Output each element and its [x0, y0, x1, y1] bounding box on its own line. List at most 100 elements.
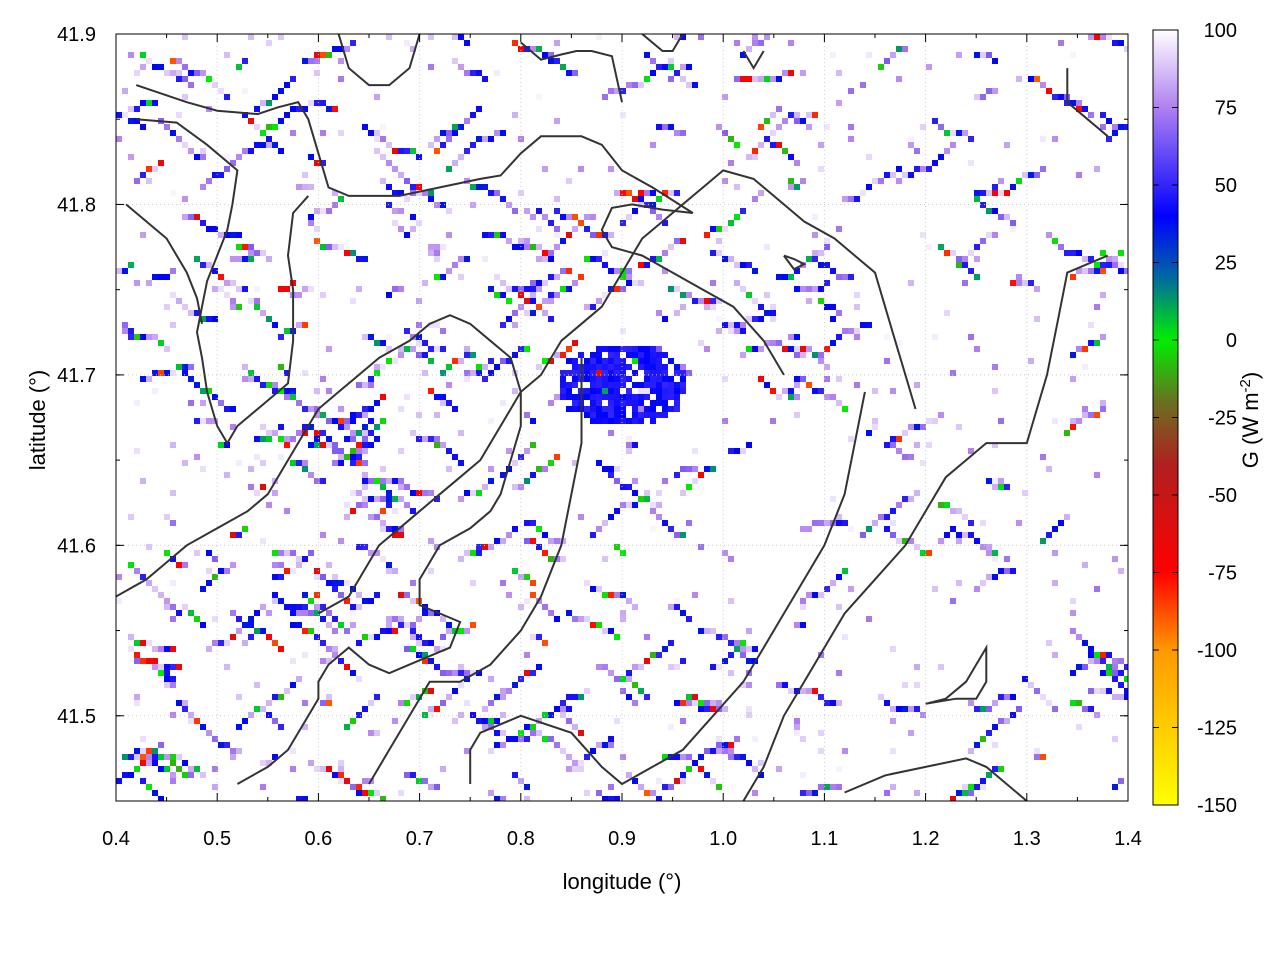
heatmap-cell [602, 418, 608, 424]
heatmap-cell [740, 286, 746, 292]
heatmap-cell [584, 256, 590, 262]
heatmap-cell [758, 316, 764, 322]
heatmap-cell [248, 256, 254, 262]
heatmap-cell [470, 370, 476, 376]
heatmap-cell [836, 574, 842, 580]
heatmap-cell [926, 244, 932, 250]
heatmap-cell [794, 718, 800, 724]
heatmap-cell [248, 250, 254, 256]
heatmap-cell [992, 190, 998, 196]
heatmap-cell [356, 454, 362, 460]
heatmap-cell [212, 316, 218, 322]
heatmap-cell [350, 508, 356, 514]
heatmap-cell [1028, 76, 1034, 82]
heatmap-cell [674, 238, 680, 244]
heatmap-cell [650, 652, 656, 658]
heatmap-cell [326, 208, 332, 214]
contour-line [641, 34, 684, 52]
heatmap-cell [794, 184, 800, 190]
heatmap-cell [566, 70, 572, 76]
heatmap-cell [590, 382, 596, 388]
heatmap-cell [398, 406, 404, 412]
heatmap-cell [242, 58, 248, 64]
heatmap-cell [272, 430, 278, 436]
heatmap-cell [638, 358, 644, 364]
heatmap-cell [530, 298, 536, 304]
heatmap-cell [656, 256, 662, 262]
heatmap-cell [338, 406, 344, 412]
heatmap-cell [698, 766, 704, 772]
heatmap-cell [638, 346, 644, 352]
heatmap-cell [176, 136, 182, 142]
heatmap-cell [338, 196, 344, 202]
heatmap-cell [734, 754, 740, 760]
heatmap-cell [200, 388, 206, 394]
heatmap-cell [836, 514, 842, 520]
heatmap-cell [212, 286, 218, 292]
heatmap-cell [332, 106, 338, 112]
heatmap-cell [458, 628, 464, 634]
heatmap-cell [176, 754, 182, 760]
heatmap-cell [314, 208, 320, 214]
heatmap-cell [344, 46, 350, 52]
heatmap-cell [278, 724, 284, 730]
heatmap-cell [728, 220, 734, 226]
heatmap-cell [776, 274, 782, 280]
heatmap-cell [938, 502, 944, 508]
heatmap-cell [422, 190, 428, 196]
heatmap-cell [380, 478, 386, 484]
heatmap-cell [884, 442, 890, 448]
heatmap-cell [650, 400, 656, 406]
heatmap-cell [350, 436, 356, 442]
heatmap-cell [176, 112, 182, 118]
heatmap-cell [728, 748, 734, 754]
heatmap-cell [1124, 46, 1128, 52]
heatmap-cell [452, 406, 458, 412]
heatmap-cell [1076, 346, 1082, 352]
heatmap-cell [644, 634, 650, 640]
heatmap-cell [560, 394, 566, 400]
heatmap-cell [320, 160, 326, 166]
heatmap-cell [1076, 664, 1082, 670]
heatmap-cell [656, 364, 662, 370]
heatmap-cell [482, 232, 488, 238]
heatmap-cell [590, 376, 596, 382]
heatmap-cell [566, 718, 572, 724]
heatmap-cell [746, 682, 752, 688]
heatmap-cell [248, 118, 254, 124]
heatmap-cell [404, 232, 410, 238]
heatmap-cell [1112, 676, 1118, 682]
heatmap-cell [968, 700, 974, 706]
heatmap-cell [182, 94, 188, 100]
heatmap-cell [356, 502, 362, 508]
heatmap-cell [512, 352, 518, 358]
heatmap-cell [620, 328, 626, 334]
heatmap-cell [800, 772, 806, 778]
heatmap-cell [482, 376, 488, 382]
heatmap-cell [968, 748, 974, 754]
heatmap-cell [260, 310, 266, 316]
heatmap-cell [680, 64, 686, 70]
heatmap-cell [296, 622, 302, 628]
heatmap-cell [644, 76, 650, 82]
heatmap-cell [626, 364, 632, 370]
heatmap-cell [548, 610, 554, 616]
heatmap-cell [824, 124, 830, 130]
heatmap-cell [632, 352, 638, 358]
heatmap-cell [170, 778, 176, 784]
heatmap-cell [320, 700, 326, 706]
heatmap-cell [404, 148, 410, 154]
contour-line [317, 169, 917, 615]
heatmap-cell [356, 412, 362, 418]
heatmap-cell [236, 232, 242, 238]
heatmap-cell [344, 514, 350, 520]
heatmap-cell [926, 442, 932, 448]
colorbar-tick-label: 50 [1215, 175, 1237, 197]
heatmap-cell [254, 706, 260, 712]
heatmap-cell [434, 322, 440, 328]
heatmap-cell [788, 184, 794, 190]
heatmap-cell [986, 232, 992, 238]
heatmap-cell [788, 274, 794, 280]
heatmap-cell [1058, 520, 1064, 526]
heatmap-cell [146, 580, 152, 586]
